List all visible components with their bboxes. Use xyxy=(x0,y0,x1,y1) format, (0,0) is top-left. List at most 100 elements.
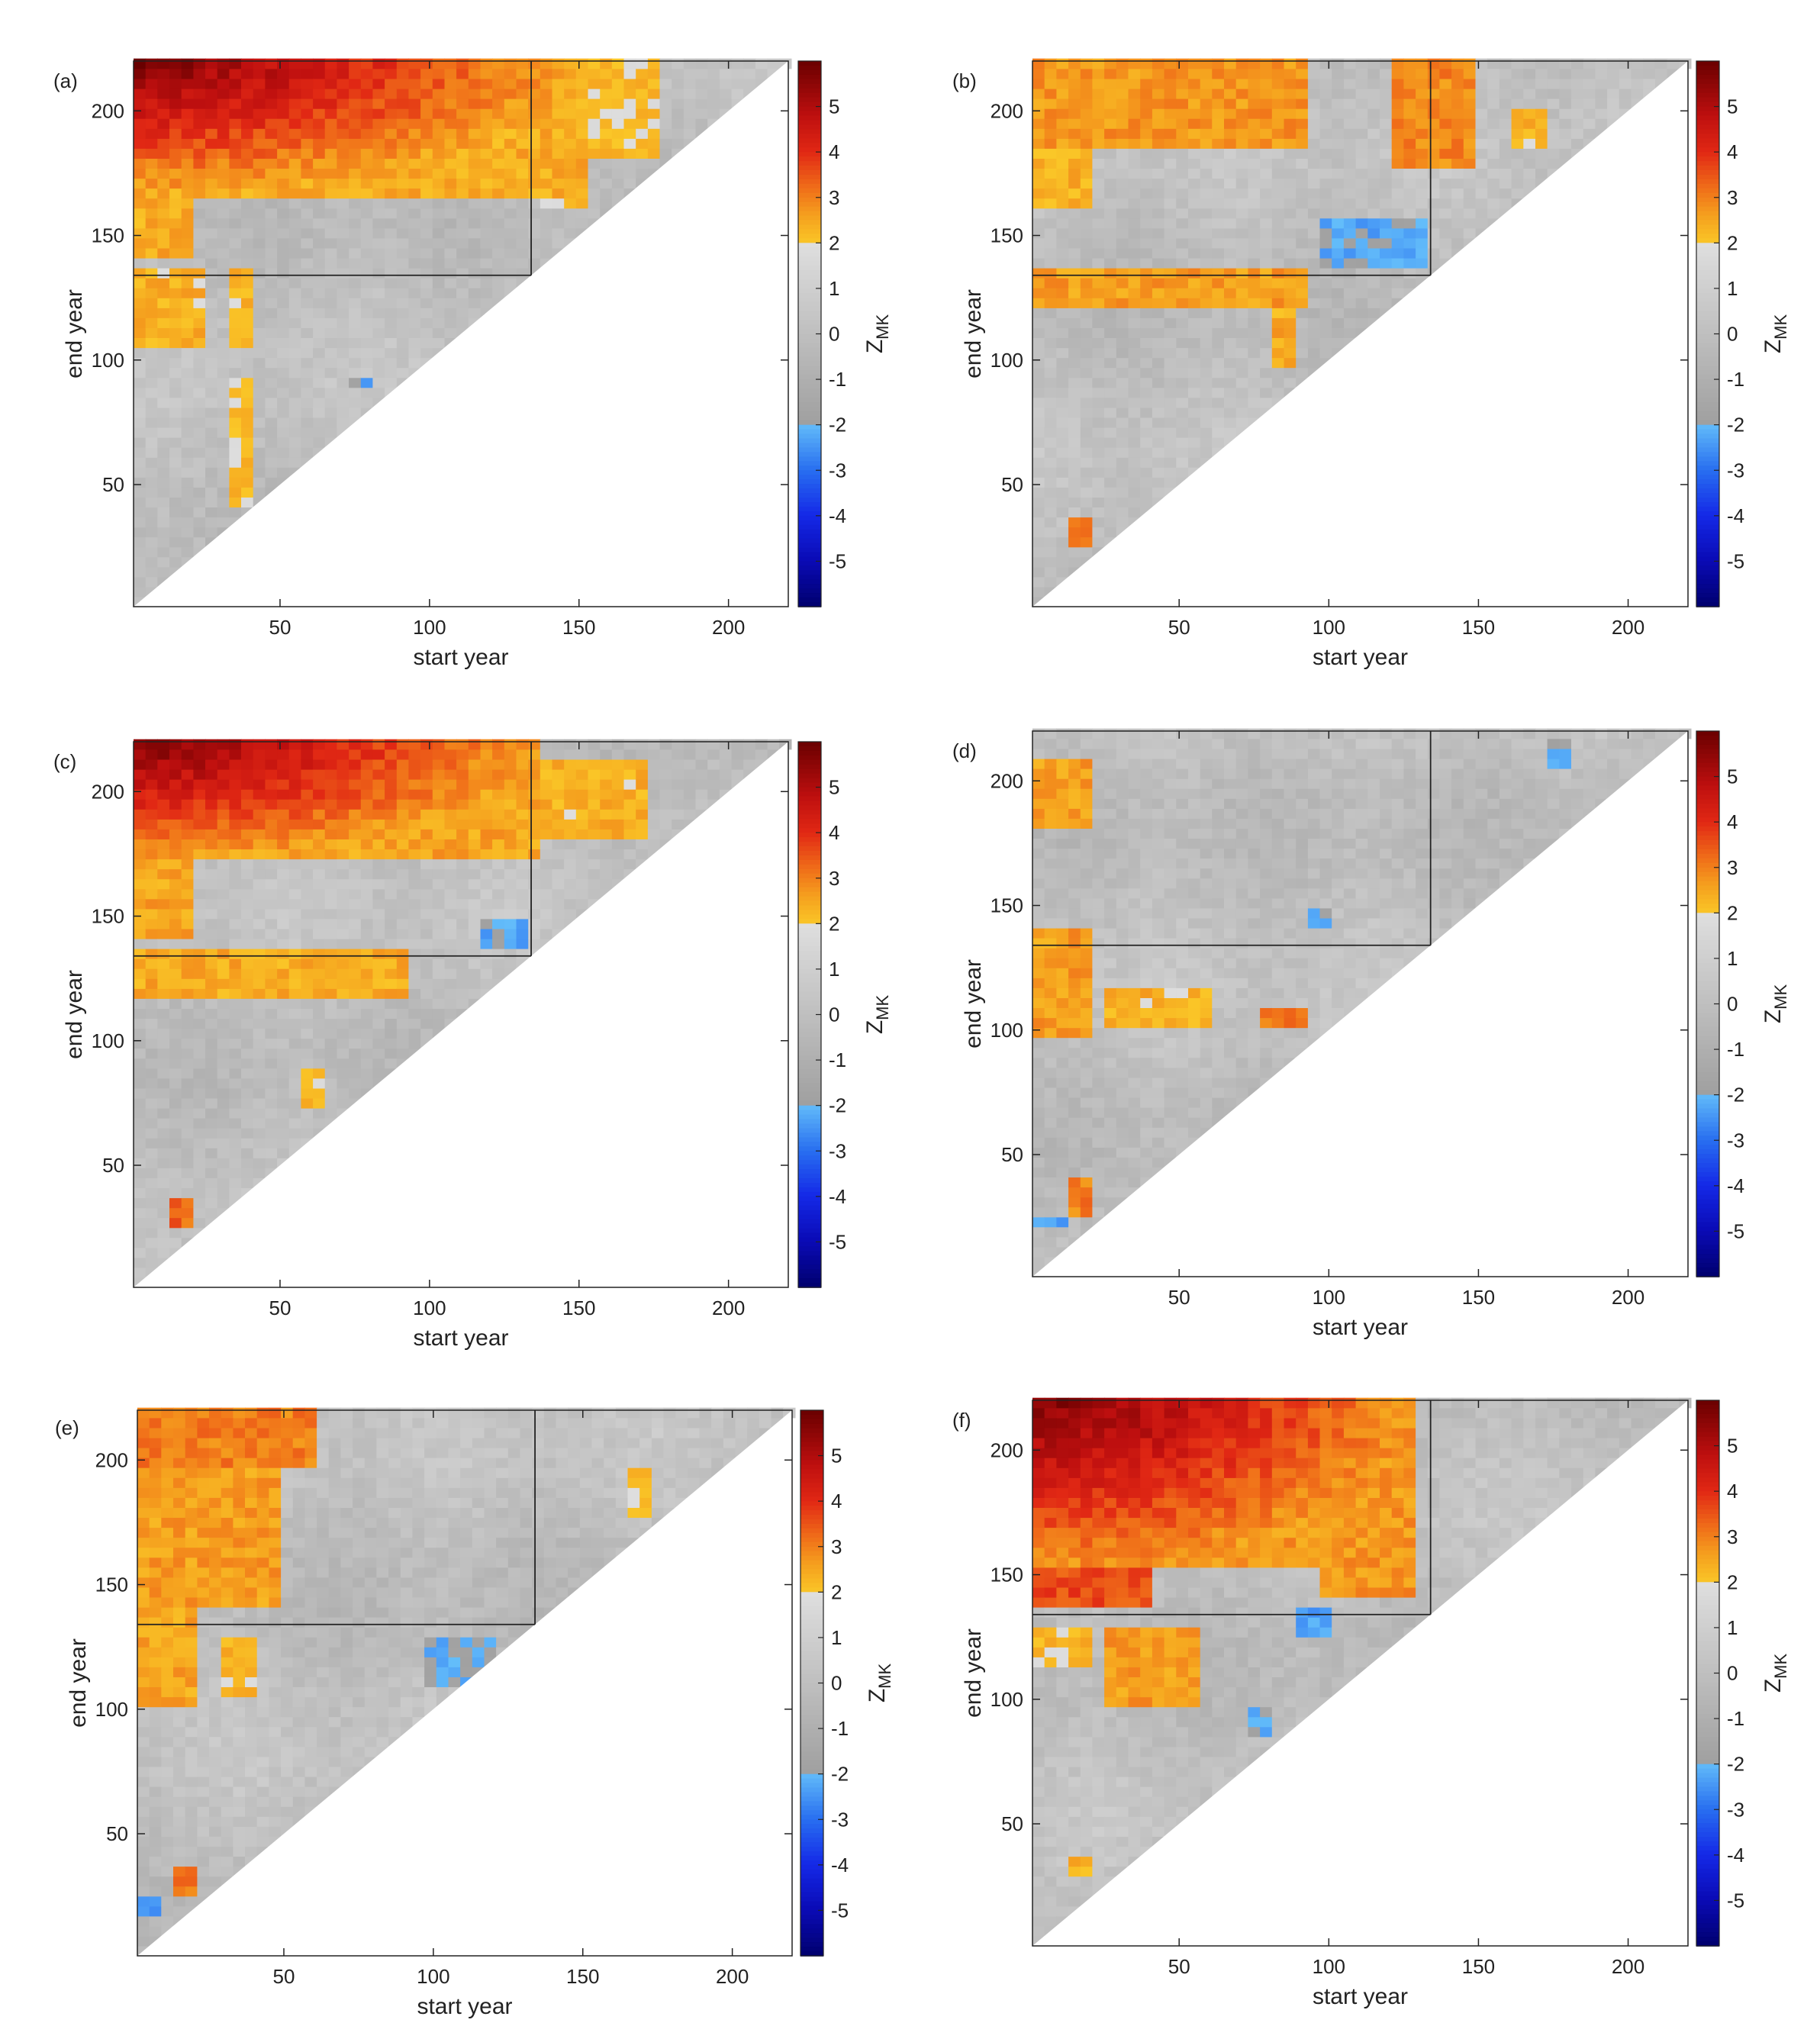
heatmap-cell xyxy=(253,158,266,169)
heatmap-cell xyxy=(301,1087,314,1099)
heatmap-cell xyxy=(193,1187,206,1199)
heatmap-cell xyxy=(134,849,147,860)
heatmap-cell xyxy=(1068,447,1081,458)
heatmap-cell xyxy=(444,789,457,800)
heatmap-cell xyxy=(1319,347,1332,359)
heatmap-cell xyxy=(229,789,242,800)
heatmap-cell xyxy=(288,949,301,959)
heatmap-cell xyxy=(324,1058,337,1069)
colorbar-segment xyxy=(1696,375,1719,380)
heatmap-cell xyxy=(492,898,505,910)
heatmap-cell xyxy=(456,118,469,129)
colorbar-segment xyxy=(1696,415,1719,421)
heatmap-cell xyxy=(253,1168,266,1178)
heatmap-cell xyxy=(1128,118,1141,129)
heatmap-cell xyxy=(134,858,147,870)
heatmap-cell xyxy=(134,257,147,269)
colorbar-segment xyxy=(1696,438,1719,444)
heatmap-cell xyxy=(217,217,230,229)
heatmap-cell xyxy=(504,118,517,129)
heatmap-cell xyxy=(193,158,206,169)
heatmap-cell xyxy=(1355,278,1368,288)
heatmap-cell xyxy=(157,118,170,129)
heatmap-cell xyxy=(396,347,410,359)
heatmap-cell xyxy=(1535,88,1548,99)
heatmap-cell xyxy=(1212,347,1225,359)
heatmap-cell xyxy=(301,829,314,839)
heatmap-cell xyxy=(396,257,410,269)
colorbar-segment xyxy=(798,74,821,80)
heatmap-cell xyxy=(1044,317,1057,328)
heatmap-cell xyxy=(683,78,697,89)
heatmap-cell xyxy=(575,68,589,79)
heatmap-cell xyxy=(1116,377,1129,388)
heatmap-cell xyxy=(540,759,553,770)
heatmap-cell xyxy=(349,198,362,209)
heatmap-cell xyxy=(1176,268,1189,279)
heatmap-cell xyxy=(492,278,505,288)
heatmap-cell xyxy=(134,178,147,189)
heatmap-cell xyxy=(229,268,242,279)
heatmap-cell xyxy=(229,477,242,488)
heatmap-cell xyxy=(1116,98,1129,109)
heatmap-cell xyxy=(611,839,625,849)
heatmap-cell xyxy=(1092,337,1105,349)
heatmap-cell xyxy=(420,278,433,288)
heatmap-cell xyxy=(432,327,446,338)
heatmap-cell xyxy=(1080,257,1094,269)
heatmap-cell xyxy=(265,387,278,398)
heatmap-cell xyxy=(372,217,385,229)
heatmap-cell xyxy=(241,407,254,418)
heatmap-cell xyxy=(516,829,529,839)
heatmap-cell xyxy=(337,949,350,959)
heatmap-cell xyxy=(217,779,230,790)
heatmap-cell xyxy=(253,168,266,179)
heatmap-cell xyxy=(528,799,541,810)
heatmap-cell xyxy=(1068,188,1081,199)
heatmap-cell xyxy=(349,768,362,780)
heatmap-cell xyxy=(659,768,672,780)
heatmap-cell xyxy=(1284,347,1297,359)
heatmap-cell xyxy=(575,217,589,229)
heatmap-cell xyxy=(1439,237,1452,249)
heatmap-cell xyxy=(1319,317,1332,328)
heatmap-cell xyxy=(432,148,446,159)
heatmap-cell xyxy=(337,968,350,979)
heatmap-cell xyxy=(181,868,194,880)
heatmap-cell xyxy=(636,768,649,780)
heatmap-cell xyxy=(1056,118,1069,129)
heatmap-cell xyxy=(420,878,433,890)
heatmap-cell xyxy=(575,98,589,109)
heatmap-cell xyxy=(301,949,314,959)
heatmap-cell xyxy=(313,178,326,189)
colorbar-segment xyxy=(1696,306,1719,312)
heatmap-cell xyxy=(1164,437,1177,448)
heatmap-cell xyxy=(1296,68,1309,79)
heatmap-cell xyxy=(707,768,720,780)
heatmap-cell xyxy=(1200,257,1213,269)
heatmap-cell xyxy=(516,268,529,279)
heatmap-cell xyxy=(205,1038,218,1049)
colorbar-segment xyxy=(798,465,821,472)
heatmap-cell xyxy=(349,1087,362,1099)
heatmap-cell xyxy=(349,337,362,349)
heatmap-cell xyxy=(767,58,780,69)
heatmap-cell xyxy=(1056,546,1069,558)
heatmap-cell xyxy=(181,1097,194,1109)
heatmap-cell xyxy=(217,247,230,259)
heatmap-cell xyxy=(385,928,398,939)
heatmap-cell xyxy=(695,98,708,109)
colorbar-segment xyxy=(1696,115,1719,121)
heatmap-cell xyxy=(360,888,374,900)
heatmap-cell xyxy=(504,949,517,959)
heatmap-cell xyxy=(145,1118,158,1129)
y-tick-label: 150 xyxy=(92,224,124,247)
heatmap-cell xyxy=(1499,118,1512,129)
heatmap-cell xyxy=(229,829,242,839)
heatmap-cell xyxy=(337,98,350,109)
heatmap-cell xyxy=(588,88,601,99)
heatmap-cell xyxy=(181,1217,194,1229)
heatmap-cell xyxy=(277,298,290,308)
heatmap-cell xyxy=(134,968,147,979)
heatmap-cell xyxy=(540,58,553,69)
